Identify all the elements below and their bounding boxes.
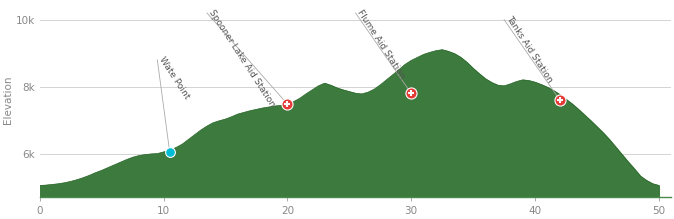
Text: Tanks Aid Station: Tanks Aid Station	[504, 15, 554, 85]
Text: Flume Aid Station: Flume Aid Station	[355, 8, 407, 80]
Y-axis label: Elevation: Elevation	[3, 76, 13, 124]
Text: Spooner Lake Aid Station: Spooner Lake Aid Station	[207, 8, 276, 109]
Text: Wate Point: Wate Point	[157, 55, 191, 100]
